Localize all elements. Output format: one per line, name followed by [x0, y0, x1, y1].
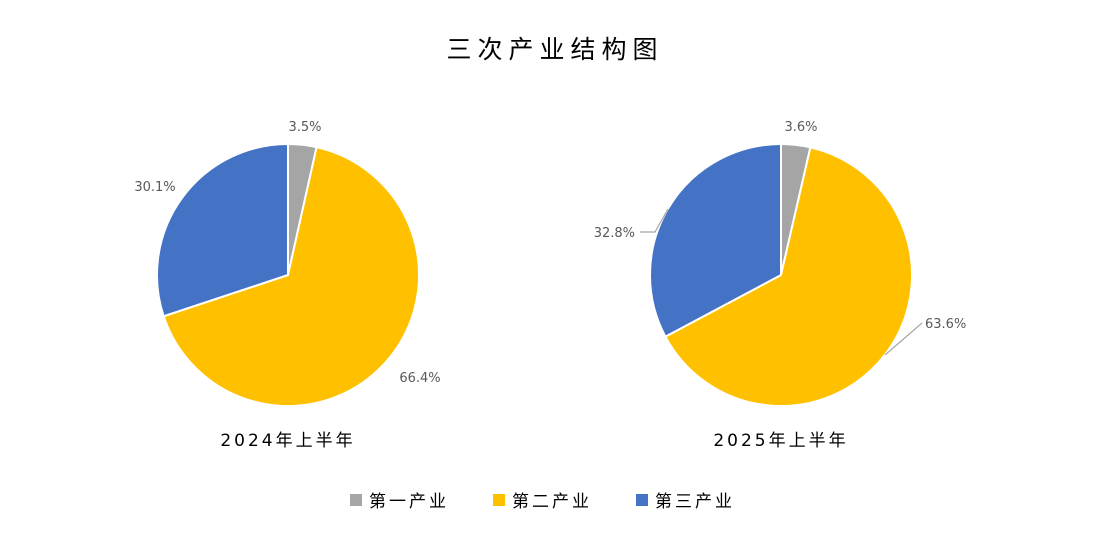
legend-label-tertiary: 第三产业 [655, 492, 735, 512]
legend: 第一产业 第二产业 第三产业 [350, 492, 735, 512]
pie-2025-label-secondary: 63.6% [925, 317, 966, 332]
pie-2024-label-secondary: 66.4% [399, 371, 440, 386]
legend-swatch-primary [350, 494, 362, 506]
pie-2024-slice-secondary [162, 145, 420, 407]
pie-2024-label-tertiary: 30.1% [134, 180, 175, 195]
pie-2025-label-primary: 3.6% [784, 120, 817, 135]
legend-label-primary: 第一产业 [369, 492, 449, 512]
chart-title: 三次产业结构图 [446, 35, 663, 64]
legend-swatch-secondary [493, 494, 505, 506]
legend-swatch-tertiary [636, 494, 648, 506]
pie-2024: 3.5% 66.4% 30.1% [134, 120, 441, 407]
pie-2025-leader-secondary [884, 322, 923, 356]
pie-2024-label-primary: 3.5% [288, 120, 321, 135]
pie-2024-caption: 2024年上半年 [220, 431, 355, 451]
pie-2025-label-tertiary: 32.8% [594, 226, 635, 241]
pie-2025-leader-tertiary [640, 208, 669, 233]
pie-2025: 3.6% 63.6% 32.8% [594, 120, 966, 407]
pie-2024-slice-tertiary [156, 142, 289, 318]
pie-2025-slice-tertiary [649, 142, 782, 339]
pie-2025-caption: 2025年上半年 [713, 431, 848, 451]
legend-label-secondary: 第二产业 [512, 492, 592, 512]
